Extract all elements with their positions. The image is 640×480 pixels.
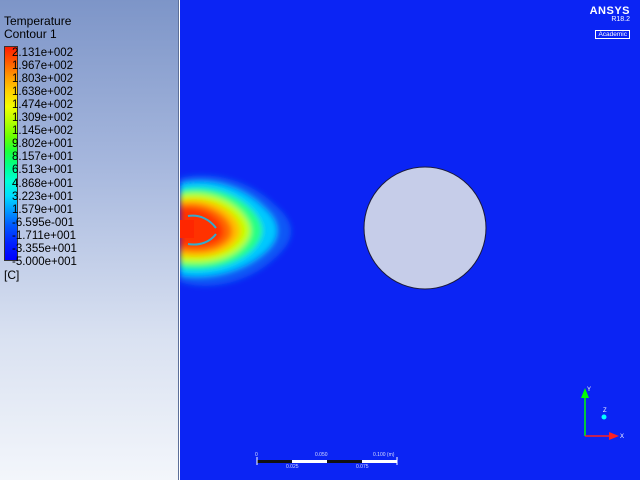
legend-units: [C]: [4, 268, 20, 282]
logo-brand: ANSYS: [589, 5, 630, 17]
legend-tick: 1.145e+002: [12, 125, 74, 138]
legend-tick: -6.595e-001: [12, 216, 75, 229]
legend-tick: 1.967e+002: [12, 60, 74, 73]
color-scale-bar: [4, 46, 18, 261]
legend-panel: Temperature Contour 1 2.131e+002 1.967e+0…: [0, 0, 179, 480]
axis-x-label: X: [620, 434, 624, 440]
axis-z-label: Z: [603, 408, 607, 414]
legend-tick: -3.355e+001: [12, 242, 77, 255]
legend-tick: 1.309e+002: [12, 112, 74, 125]
legend-tick: 2.131e+002: [12, 47, 74, 59]
contour-plot: [180, 0, 640, 480]
legend-tick: 6.513e+001: [12, 164, 74, 177]
legend-tick: 1.638e+002: [12, 86, 74, 99]
scale-label-1: 0.050: [315, 452, 328, 458]
scale-label-4: 0.075: [356, 464, 369, 470]
scale-label-3: 0.025: [286, 464, 299, 470]
legend-tick: 9.802e+001: [12, 138, 74, 151]
legend-tick: 3.223e+001: [12, 190, 74, 203]
axis-triad[interactable]: Y Z X: [575, 380, 625, 440]
legend-subtitle: Contour 1: [4, 27, 57, 41]
cylinder-obstacle[interactable]: [363, 166, 487, 290]
graphics-viewport[interactable]: ANSYS R18.2 Academic 0 0.050 0.100 (m) 0…: [180, 0, 640, 480]
scale-label-0: 0: [255, 452, 258, 458]
inlet-hotspot: [180, 220, 194, 238]
legend-tick: 4.868e+001: [12, 177, 74, 190]
legend-tick: 1.803e+002: [12, 73, 74, 86]
logo-version: R18.2: [611, 16, 630, 23]
scale-label-2: 0.100 (m): [373, 452, 395, 458]
axis-triad-graphic: Y Z X: [581, 387, 624, 440]
axis-y-label: Y: [587, 387, 591, 393]
legend-tick: 8.157e+001: [12, 151, 74, 164]
scale-bar-graphic: [256, 457, 398, 465]
legend-tick: 1.474e+002: [12, 99, 74, 112]
legend-tick: 1.579e+001: [12, 203, 74, 216]
legend-tick: -5.000e+001: [12, 255, 77, 268]
logo-edition: Academic: [595, 30, 630, 39]
scale-bar: 0 0.050 0.100 (m) 0.025 0.075: [255, 452, 405, 470]
plume-upper-notch: [187, 214, 217, 229]
legend-tick: -1.711e+001: [12, 229, 77, 242]
plume-lower-notch: [187, 233, 217, 246]
legend-title: Temperature: [4, 14, 72, 28]
ansys-logo: ANSYS R18.2 Academic: [590, 5, 630, 41]
